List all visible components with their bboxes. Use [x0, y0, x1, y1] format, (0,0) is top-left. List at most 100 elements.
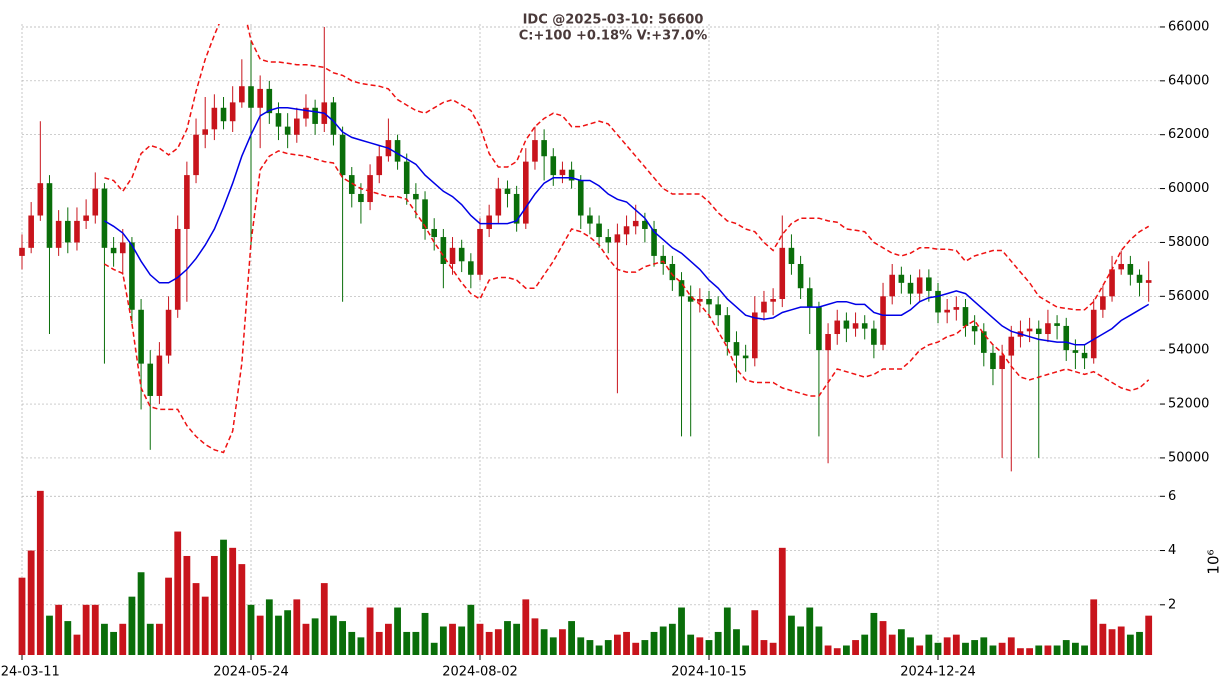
candle-body: [431, 228, 437, 238]
candle-body: [339, 134, 346, 176]
y-tick-label: 60000: [1168, 181, 1209, 196]
candle-body: [825, 334, 831, 351]
volume-bar: [980, 637, 988, 655]
grid: [21, 24, 1160, 655]
volume-bar: [751, 610, 759, 655]
volume-bar: [760, 640, 768, 655]
candle-body: [962, 307, 969, 326]
volume-bar: [1044, 645, 1052, 655]
volume-bar: [907, 637, 914, 655]
candle-body: [367, 175, 373, 203]
volume-bar: [897, 629, 905, 655]
volume-bar: [952, 634, 960, 655]
candle-body: [1109, 269, 1115, 297]
chart-title: IDC @2025-03-10: 56600: [523, 13, 704, 28]
y-tick-label: 66000: [1168, 19, 1209, 34]
candle-body: [440, 237, 447, 264]
candle-body: [312, 107, 318, 124]
candle-body: [110, 247, 117, 254]
candle-body: [834, 320, 841, 335]
volume-bar: [1026, 648, 1033, 655]
candle-body: [284, 126, 291, 135]
candle-body: [861, 323, 868, 329]
candle-body: [1118, 263, 1124, 270]
volume-bar: [137, 572, 145, 655]
volume-bar: [1126, 634, 1134, 655]
volume-bar: [36, 490, 44, 655]
candle-body: [889, 274, 895, 297]
volume-bar: [220, 539, 227, 655]
candle-body: [239, 86, 245, 103]
volume-bar: [540, 629, 548, 655]
volume-bar: [1108, 629, 1116, 655]
volume-bar: [485, 631, 493, 655]
volume-bar: [238, 564, 246, 655]
candle-body: [513, 193, 520, 224]
candle-body: [1008, 336, 1015, 356]
candle-body: [797, 263, 804, 289]
candle-body: [129, 242, 135, 310]
candle-body: [1090, 309, 1097, 359]
volume-bar: [943, 637, 951, 655]
y-tick-label: 2: [1168, 597, 1176, 612]
candle-body: [458, 247, 465, 262]
volume-bar: [879, 621, 887, 655]
y-tick-label: 56000: [1168, 289, 1209, 304]
candle-body: [898, 274, 905, 283]
candle-body: [651, 228, 657, 256]
candle-body: [752, 312, 758, 359]
volume-bar: [192, 583, 200, 655]
volume-bar: [1007, 637, 1015, 655]
candle-body: [706, 299, 712, 305]
candle-body: [660, 255, 666, 264]
candle-body: [761, 301, 767, 313]
volume-bar: [714, 631, 722, 655]
candle-body: [724, 315, 731, 343]
volume-bar: [64, 621, 72, 655]
volume-bar: [394, 607, 401, 655]
y-tick-label: 64000: [1168, 73, 1209, 88]
y-tick-label: 50000: [1168, 450, 1209, 465]
volume-bar: [916, 645, 924, 655]
volume-bar: [439, 626, 447, 655]
volume-bar: [27, 550, 35, 655]
candle-body: [971, 325, 978, 332]
candle-body: [806, 288, 813, 308]
candle-body: [642, 220, 648, 229]
volume-bar: [586, 640, 594, 655]
candle-body: [211, 107, 218, 130]
volume-bar: [742, 645, 750, 655]
candle-body: [229, 102, 236, 122]
volume-bar: [146, 623, 154, 655]
candle-body: [174, 228, 181, 310]
candle-body: [916, 277, 923, 294]
volume-bar: [467, 604, 475, 655]
candle-body: [587, 215, 593, 224]
volume-bar: [1081, 645, 1088, 655]
volume-bar: [449, 623, 456, 655]
candle-body: [623, 226, 630, 235]
volume-bar: [119, 623, 127, 655]
volume-bar: [73, 634, 81, 655]
y-tick-label: 52000: [1168, 397, 1209, 412]
candle-body: [687, 296, 694, 302]
candle-body: [999, 355, 1005, 370]
volume-bar: [824, 645, 832, 655]
volume-bar: [256, 615, 264, 655]
volume-bar: [888, 634, 896, 655]
volume-bar: [678, 607, 685, 655]
x-tick-label: 2024-03-11: [0, 665, 60, 680]
candle-body: [935, 290, 941, 313]
candle-body: [880, 296, 886, 345]
x-tick-label: 2024-05-24: [213, 665, 289, 680]
volume-bar: [870, 612, 878, 655]
volume-bar: [769, 642, 777, 655]
volume-bar: [293, 599, 301, 655]
volume-bar: [531, 618, 539, 655]
candle-body: [65, 220, 71, 243]
volume-bar: [302, 623, 310, 655]
volume-bar: [998, 642, 1006, 655]
volume-bar: [284, 610, 292, 655]
candle-body: [981, 331, 987, 353]
candle-body: [266, 88, 273, 114]
